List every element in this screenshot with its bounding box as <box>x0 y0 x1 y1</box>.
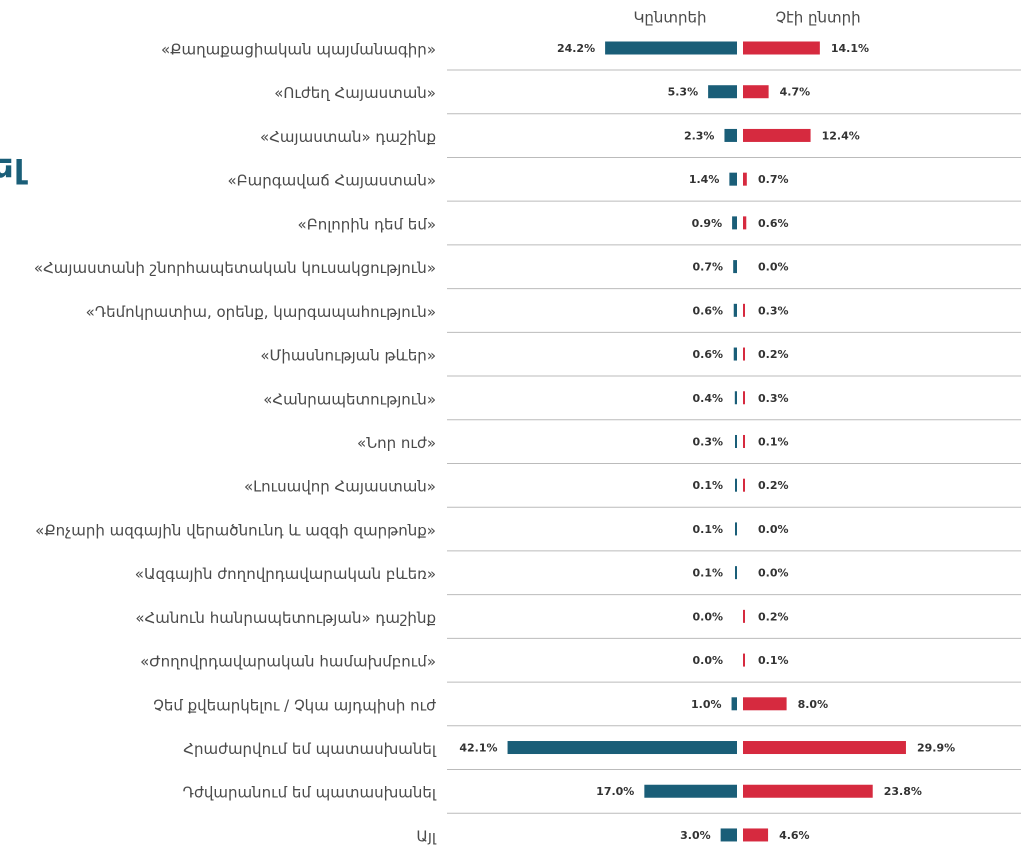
value-label: 3.0% <box>680 829 711 842</box>
value-label: 1.0% <box>691 698 722 711</box>
bar <box>743 303 745 317</box>
bar <box>743 609 745 623</box>
value-label: 23.8% <box>884 785 922 798</box>
value-label: 8.0% <box>798 698 829 711</box>
category-label: «Հայաստան» դաշինք <box>260 128 436 146</box>
bar <box>724 128 737 142</box>
bar <box>743 391 745 405</box>
value-label: 0.3% <box>758 304 789 317</box>
category-label: Այլ <box>416 827 437 845</box>
bar <box>734 391 737 405</box>
bar <box>735 434 737 448</box>
value-label: 0.9% <box>692 217 723 230</box>
legend-entry: Չէի ընտրի <box>775 9 860 27</box>
bar <box>743 828 769 842</box>
legend-entry: Կընտրեի <box>633 9 706 27</box>
category-label: «Ազգային ժողովրդավարական բևեռ» <box>135 565 436 583</box>
bar <box>733 303 737 317</box>
bar <box>743 434 745 448</box>
bar <box>644 784 737 798</box>
category-label: Հրաժարվում եմ պատասխանել <box>183 740 437 758</box>
value-label: 0.4% <box>692 392 723 405</box>
value-label: 0.6% <box>758 217 789 230</box>
category-label: «Բոլորին դեմ եմ» <box>298 215 436 233</box>
value-label: 42.1% <box>459 742 497 755</box>
bar <box>743 41 820 55</box>
category-label: «Հանրապետություն» <box>263 390 436 408</box>
value-label: 0.0% <box>758 523 789 536</box>
category-label: «Հայաստանի շնորհապետական կուսակցություն» <box>34 259 436 277</box>
bar <box>735 566 737 580</box>
chart-title: ել <box>0 147 28 187</box>
bar <box>743 347 745 361</box>
bar <box>743 741 906 755</box>
category-label: «Բարգավաճ Հայաստան» <box>227 172 436 190</box>
category-label: «Քաղաքացիական պայմանագիր» <box>161 41 436 59</box>
bar <box>720 828 737 842</box>
category-label: «Լուսավոր Հայաստան» <box>244 478 436 496</box>
bar <box>743 653 745 667</box>
bar <box>735 478 737 492</box>
value-label: 0.2% <box>758 479 789 492</box>
value-label: 4.7% <box>780 86 811 99</box>
value-label: 0.3% <box>692 435 723 448</box>
value-label: 0.1% <box>692 567 723 580</box>
value-label: 14.1% <box>831 42 869 55</box>
category-label: «Ժողովրդավարական համախմբում» <box>140 653 436 671</box>
value-label: 4.6% <box>779 829 810 842</box>
bar <box>735 522 737 536</box>
value-label: 5.3% <box>668 86 699 99</box>
value-label: 12.4% <box>822 129 860 142</box>
value-label: 0.6% <box>692 304 723 317</box>
value-label: 0.1% <box>692 523 723 536</box>
bar <box>733 347 737 361</box>
value-label: 0.6% <box>692 348 723 361</box>
category-label: «Միասնության թևեր» <box>260 347 436 365</box>
value-label: 0.7% <box>758 173 789 186</box>
bar <box>729 172 737 186</box>
value-label: 17.0% <box>596 785 634 798</box>
value-label: 0.1% <box>758 654 789 667</box>
value-label: 0.0% <box>758 261 789 274</box>
bar <box>743 172 747 186</box>
value-label: 2.3% <box>684 129 715 142</box>
value-label: 0.1% <box>692 479 723 492</box>
value-label: 0.1% <box>758 435 789 448</box>
bar <box>743 216 747 230</box>
value-label: 1.4% <box>689 173 720 186</box>
value-label: 0.2% <box>758 610 789 623</box>
category-label: «Դեմոկրատիա, օրենք, կարգապահություն» <box>86 303 436 321</box>
value-label: 0.2% <box>758 348 789 361</box>
value-label: 0.3% <box>758 392 789 405</box>
category-label: Չեմ քվեարկելու / Չկա այդպիսի ուժ <box>153 696 436 714</box>
bar <box>732 216 737 230</box>
bar <box>708 85 737 99</box>
bar <box>743 697 787 711</box>
category-label: «Ուժեղ Հայաստան» <box>274 84 436 102</box>
bar <box>743 128 811 142</box>
category-label: «Նոր ուժ» <box>357 434 436 452</box>
value-label: 0.7% <box>692 261 723 274</box>
bar <box>743 478 745 492</box>
category-label: «Քոչարի ազգային վերածնունդ և ազգի զարթոն… <box>35 521 436 539</box>
value-label: 24.2% <box>557 42 595 55</box>
value-label: 0.0% <box>692 654 723 667</box>
bar <box>507 741 737 755</box>
bar <box>731 697 737 711</box>
category-label: Դժվարանում եմ պատասխանել <box>183 784 437 802</box>
category-label: «Հանուն հանրապետության» դաշինք <box>135 609 436 627</box>
value-label: 29.9% <box>917 742 955 755</box>
bar <box>733 260 737 274</box>
value-label: 0.0% <box>692 610 723 623</box>
bar <box>743 784 873 798</box>
value-label: 0.0% <box>758 567 789 580</box>
bar <box>605 41 737 55</box>
bar <box>743 85 769 99</box>
